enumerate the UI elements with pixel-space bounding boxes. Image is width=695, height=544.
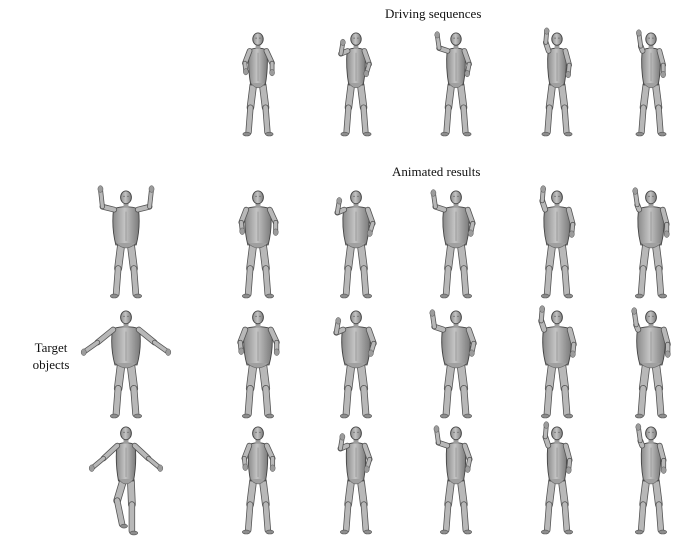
result-figure-r1-c1	[238, 190, 279, 299]
driving-figure-2	[338, 32, 372, 137]
driving-figure-4	[541, 27, 573, 137]
driving-sequences-heading: Driving sequences	[385, 6, 482, 21]
driving-figure-1	[242, 32, 275, 137]
target-figure-1	[97, 185, 155, 299]
target-figure-3	[88, 426, 164, 536]
result-figure-r2-c4	[538, 305, 577, 419]
result-figure-r3-c2	[337, 426, 373, 535]
target-figure-2	[80, 310, 172, 419]
result-figure-r2-c5	[631, 307, 671, 419]
result-figure-r2-c2	[333, 310, 377, 419]
result-figure-r3-c3	[433, 425, 473, 535]
target-objects-label: Target objects	[32, 340, 70, 372]
result-figure-r3-c5	[634, 423, 668, 535]
result-figure-r3-c1	[241, 426, 276, 535]
animated-results-heading: Animated results	[392, 164, 481, 179]
result-figure-r1-c3	[430, 189, 476, 299]
result-figure-r1-c2	[334, 190, 376, 299]
result-figure-r2-c1	[237, 310, 280, 419]
result-figure-r2-c3	[429, 309, 477, 419]
result-figure-r1-c5	[632, 187, 670, 299]
result-figure-r1-c4	[539, 185, 576, 299]
driving-figure-5	[635, 29, 667, 137]
result-figure-r3-c4	[540, 421, 574, 535]
driving-figure-3	[434, 31, 472, 137]
